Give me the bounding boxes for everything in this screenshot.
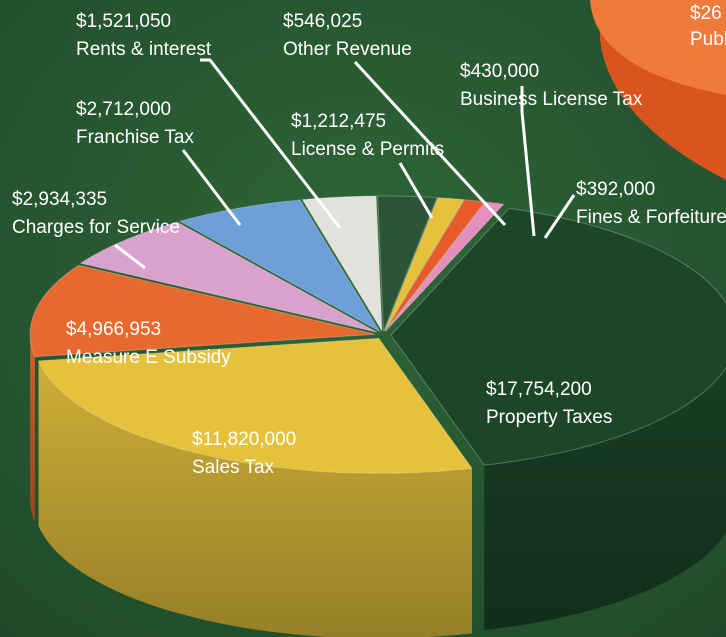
category-label: Rents & interest xyxy=(76,39,212,60)
category-label: Sales Tax xyxy=(192,457,275,478)
value-label: $1,521,050 xyxy=(76,11,171,32)
slice xyxy=(178,199,382,333)
value-label: $2,934,335 xyxy=(12,189,107,210)
leader-line xyxy=(543,194,576,239)
leader-line xyxy=(520,86,536,237)
value-label: $546,025 xyxy=(283,11,362,32)
slice xyxy=(384,197,465,332)
slice xyxy=(377,195,438,332)
slice xyxy=(79,221,378,333)
annotation: Publ xyxy=(690,29,726,50)
leader-lines xyxy=(114,58,576,270)
category-label: Business License Tax xyxy=(460,89,643,110)
leader-line xyxy=(114,243,146,270)
value-label: $11,820,000 xyxy=(192,429,296,450)
value-label: $1,212,475 xyxy=(291,111,386,132)
category-label: Measure E Subsidy xyxy=(66,347,231,368)
category-label: Property Taxes xyxy=(486,407,612,428)
slice xyxy=(390,207,726,466)
value-label: $17,754,200 xyxy=(486,379,592,400)
category-label: License & Permits xyxy=(291,139,444,160)
category-label: Other Revenue xyxy=(283,39,412,60)
leader-line xyxy=(181,149,242,226)
slice-wall-shade xyxy=(38,360,472,637)
slice xyxy=(301,195,383,332)
value-label: $4,966,953 xyxy=(66,319,161,340)
labels: $17,754,200 Property Taxes $11,820,000 Sale… xyxy=(12,11,726,478)
value-label: $430,000 xyxy=(460,61,539,82)
annotation: $26 xyxy=(690,3,722,24)
other-pie-top xyxy=(590,0,726,95)
slice-wall-shade xyxy=(484,367,726,631)
value-label: $392,000 xyxy=(576,179,655,200)
other-pie xyxy=(590,0,726,180)
leader-line xyxy=(398,162,434,219)
slice-wall-shade xyxy=(30,334,35,522)
value-label: $2,712,000 xyxy=(76,99,171,120)
category-label: Fines & Forfeitures xyxy=(576,207,726,228)
leader-line xyxy=(200,58,342,229)
category-label: Franchise Tax xyxy=(76,127,194,148)
leader-line xyxy=(353,60,507,227)
category-label: Charges for Service xyxy=(12,217,180,238)
slice xyxy=(37,337,473,474)
pie xyxy=(29,195,726,637)
slice xyxy=(29,264,376,358)
slice xyxy=(385,201,505,332)
